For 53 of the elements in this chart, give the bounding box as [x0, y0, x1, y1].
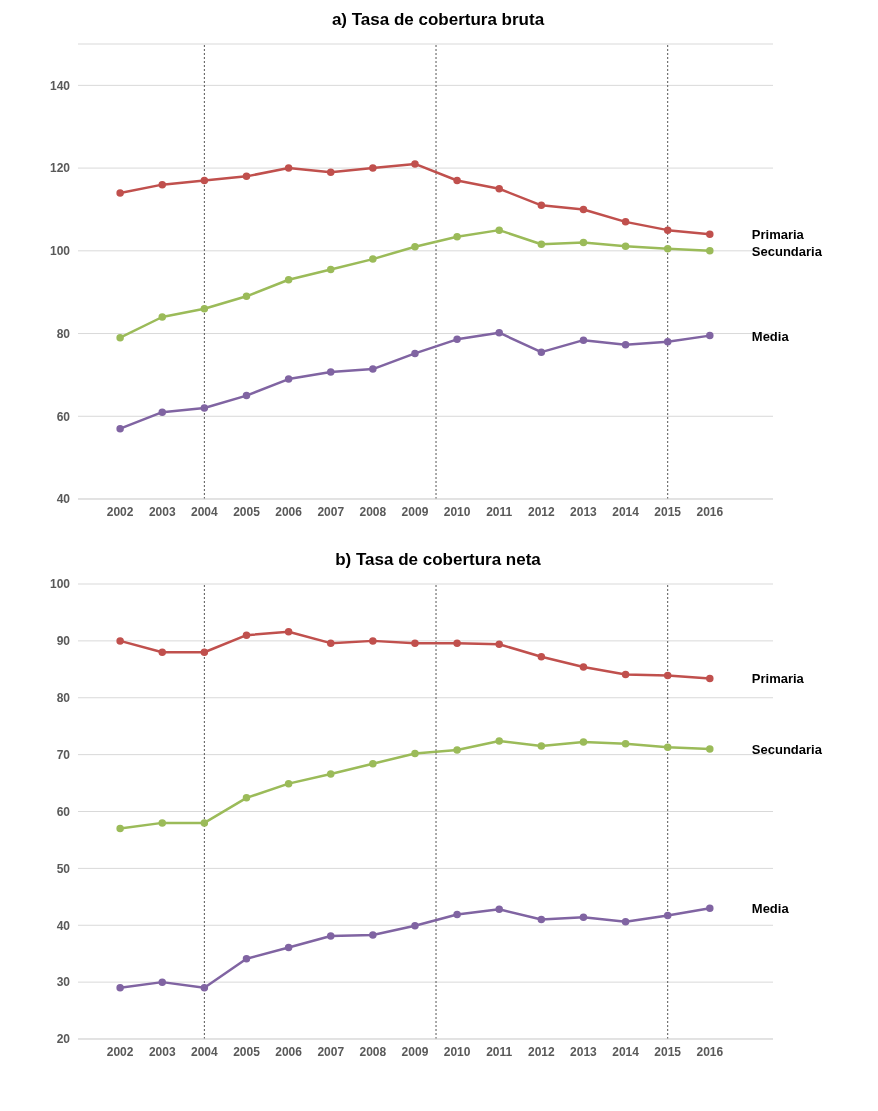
- x-tick-label: 2011: [486, 504, 513, 519]
- x-tick-label: 2002: [106, 1044, 134, 1059]
- x-tick-label: 2016: [696, 1044, 724, 1059]
- y-tick-label: 80: [56, 326, 71, 341]
- chart-title: b) Tasa de cobertura neta: [334, 550, 542, 570]
- y-tick-label: 50: [56, 861, 71, 876]
- y-tick-label: 60: [56, 409, 71, 424]
- x-tick-label: 2010: [443, 504, 471, 519]
- x-tick-label: 2005: [233, 504, 261, 519]
- y-tick-label: 140: [49, 78, 71, 93]
- x-tick-label: 2008: [359, 1044, 387, 1059]
- text: Secundaria: [751, 243, 823, 259]
- x-tick-label: 2009: [401, 504, 429, 519]
- x-tick-label: 2015: [654, 1044, 682, 1059]
- x-tick-label: 2015: [654, 504, 682, 519]
- x-tick-label: 2007: [317, 1044, 345, 1059]
- x-tick-label: 2002: [106, 504, 134, 519]
- text: Media: [751, 901, 790, 917]
- y-tick-label: 40: [56, 918, 71, 933]
- x-tick-label: 2010: [443, 1044, 471, 1059]
- x-tick-label: 2004: [191, 1044, 219, 1059]
- text: Primaria: [751, 227, 805, 243]
- y-tick-label: 40: [56, 492, 71, 507]
- x-tick-label: 2011: [486, 1044, 513, 1059]
- x-tick-label: 2006: [275, 1044, 303, 1059]
- x-tick-label: 2013: [570, 1044, 598, 1059]
- x-tick-label: 2005: [233, 1044, 261, 1059]
- x-tick-label: 2016: [696, 504, 724, 519]
- text: Primaria: [751, 671, 805, 687]
- text: Media: [751, 328, 790, 344]
- x-tick-label: 2014: [612, 504, 640, 519]
- y-tick-label: 100: [49, 577, 71, 592]
- x-tick-label: 2007: [317, 504, 345, 519]
- x-tick-label: 2003: [148, 504, 176, 519]
- y-tick-label: 90: [56, 634, 71, 649]
- y-tick-label: 100: [49, 244, 71, 259]
- y-tick-label: 60: [56, 804, 71, 819]
- x-tick-label: 2012: [527, 504, 555, 519]
- x-tick-label: 2006: [275, 504, 303, 519]
- y-tick-label: 120: [49, 161, 71, 176]
- x-tick-label: 2013: [570, 504, 598, 519]
- x-tick-label: 2004: [191, 504, 219, 519]
- y-tick-label: 20: [56, 1032, 71, 1047]
- x-tick-label: 2009: [401, 1044, 429, 1059]
- x-tick-label: 2014: [612, 1044, 640, 1059]
- y-tick-label: 80: [56, 691, 71, 706]
- y-tick-label: 30: [56, 975, 71, 990]
- chart-title: a) Tasa de cobertura bruta: [330, 10, 546, 30]
- y-tick-label: 70: [56, 747, 71, 762]
- x-tick-label: 2008: [359, 504, 387, 519]
- text: Secundaria: [751, 741, 823, 757]
- x-tick-label: 2012: [527, 1044, 555, 1059]
- x-tick-label: 2003: [148, 1044, 176, 1059]
